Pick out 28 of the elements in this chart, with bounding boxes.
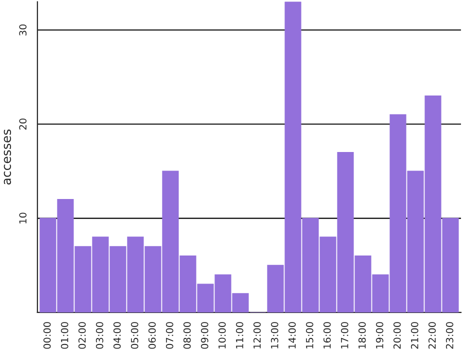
x-tick-label: 09:00: [200, 322, 208, 349]
y-tick-label: 30: [19, 24, 27, 36]
x-tick-label: 19:00: [376, 322, 384, 348]
x-tick-label: 10:00: [218, 322, 226, 348]
x-tick-label: 12:00: [253, 322, 261, 348]
x-tick-label: 20:00: [393, 322, 401, 349]
x-tick-label: 03:00: [96, 322, 104, 349]
x-tick-label: 13:00: [270, 322, 278, 348]
x-tick-label: 00:00: [43, 322, 51, 349]
x-tick-label: 05:00: [130, 322, 138, 349]
y-tick-label: 20: [19, 118, 27, 130]
y-axis-title: accesses: [4, 130, 12, 184]
x-tick-label: 01:00: [60, 322, 68, 349]
x-tick-label: 17:00: [340, 322, 348, 348]
x-tick-label: 15:00: [306, 322, 314, 348]
x-tick-label: 21:00: [410, 322, 418, 349]
x-tick-label: 11:00: [236, 322, 244, 348]
x-tick-label: 16:00: [323, 322, 331, 348]
x-tick-label: 02:00: [78, 322, 86, 349]
x-tick-label: 07:00: [166, 322, 174, 349]
x-tick-label: 18:00: [358, 322, 366, 348]
x-tick-label: 22:00: [428, 322, 436, 349]
x-tick-label: 23:00: [446, 322, 454, 349]
y-tick-label: 10: [19, 212, 27, 224]
x-tick-label: 06:00: [148, 322, 156, 349]
x-tick-label: 14:00: [288, 322, 296, 348]
x-tick-label: 08:00: [183, 322, 191, 349]
x-tick-label: 04:00: [113, 322, 121, 349]
